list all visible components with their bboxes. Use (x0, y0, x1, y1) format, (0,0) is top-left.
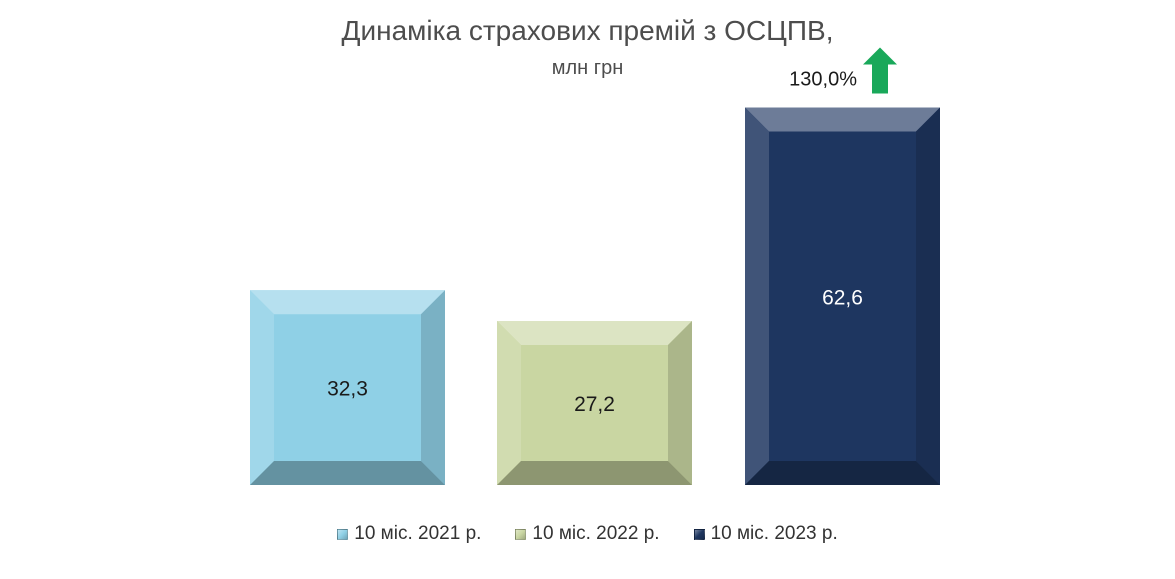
bar-face (250, 290, 445, 485)
chart-subtitle: млн грн (551, 57, 624, 79)
legend-item-2021: 10 міс. 2021 р. (337, 523, 481, 545)
chart-legend: 10 міс. 2021 р. 10 міс. 2022 р. 10 міс. … (0, 523, 1175, 545)
bar-bevel-left (497, 321, 521, 485)
legend-swatch (693, 528, 705, 540)
bar-value-label: 62,6 (822, 286, 863, 309)
bar-bevel-bottom (250, 461, 445, 485)
legend-label: 10 міс. 2022 р. (532, 523, 660, 544)
bar-value-label: 32,3 (327, 378, 368, 401)
bar-bevel-right (421, 290, 445, 485)
up-arrow-icon (863, 47, 897, 94)
bar-face (497, 321, 692, 485)
legend-label: 10 міс. 2021 р. (354, 523, 482, 544)
bar-bevel-top (497, 321, 692, 345)
legend-item-2023: 10 міс. 2023 р. (693, 523, 838, 545)
bar-bevel-left (745, 107, 769, 485)
bar-bevel-right (668, 321, 692, 485)
bar-bevel-right (916, 107, 940, 485)
growth-annotation: 130,0% (789, 69, 857, 91)
legend-swatch (337, 528, 349, 540)
bar-2 (745, 107, 940, 485)
bar-bevel-bottom (497, 461, 692, 485)
bar-bevel-left (250, 290, 274, 485)
bar-face (745, 107, 940, 485)
bar-0 (250, 290, 445, 485)
bar-bevel-top (745, 107, 940, 132)
bar-bevel-top (250, 290, 445, 315)
legend-swatch (515, 528, 527, 540)
bar-bevel-bottom (745, 461, 940, 485)
legend-label: 10 міс. 2023 р. (710, 523, 838, 544)
chart-title: Динаміка страхових премій з ОСЦПВ, (341, 15, 834, 46)
bar-value-label: 27,2 (574, 393, 615, 416)
bar-1 (497, 321, 692, 485)
legend-item-2022: 10 міс. 2022 р. (515, 523, 660, 545)
